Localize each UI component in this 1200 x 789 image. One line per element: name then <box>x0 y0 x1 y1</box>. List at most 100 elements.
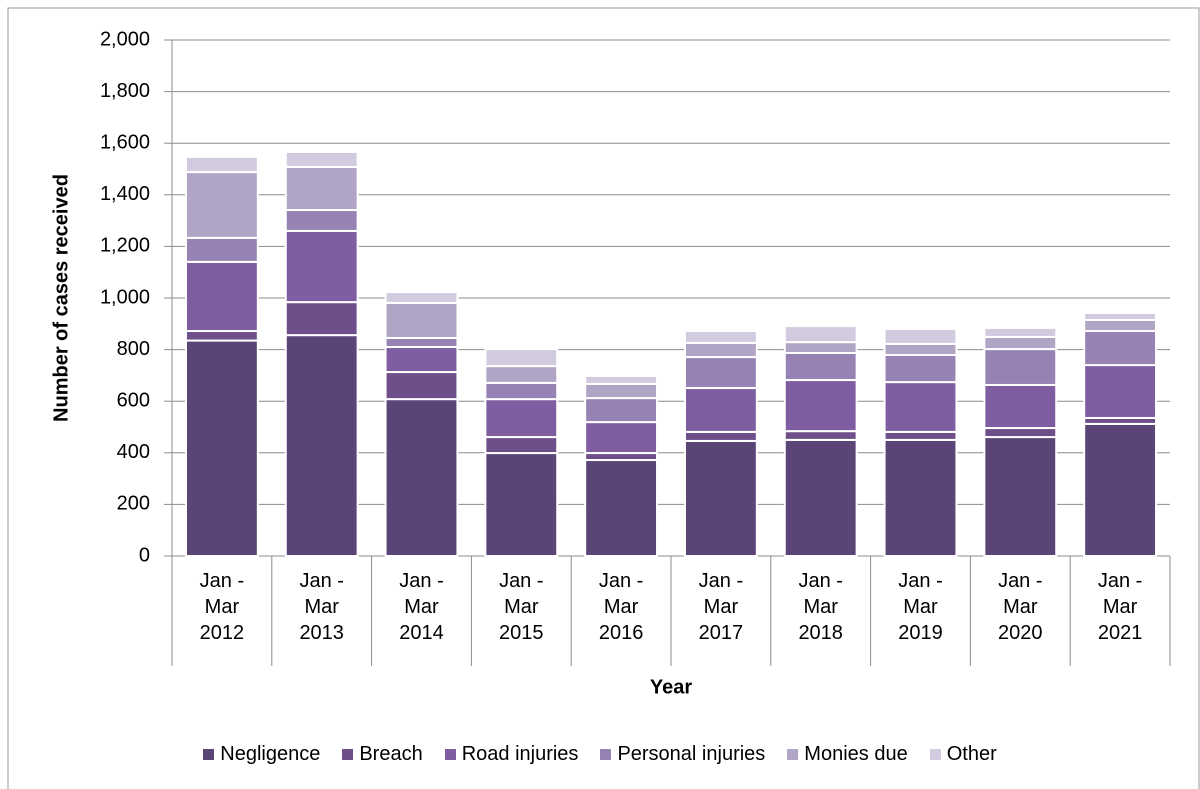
bar-segment <box>983 436 1058 558</box>
bar-segment <box>983 383 1058 430</box>
bar-segment <box>284 301 359 337</box>
legend-swatch <box>203 749 215 760</box>
bar-segment <box>683 341 758 359</box>
x-tick-label: Jan - Mar 2015 <box>499 570 544 644</box>
bar-segment <box>584 421 659 455</box>
bar-segment <box>983 427 1058 439</box>
bar-segment <box>1083 422 1158 557</box>
bar-segment <box>384 371 459 401</box>
x-tick-label: Jan - Mar 2021 <box>1097 570 1143 644</box>
y-tick-label: 2,000 <box>100 28 150 50</box>
x-tick-label: Jan - Mar 2012 <box>199 570 245 644</box>
bar-segment <box>184 236 259 263</box>
x-tick-label: Jan - Mar 2014 <box>399 570 444 644</box>
bar-segment <box>1083 330 1158 367</box>
bar-segment <box>484 436 559 455</box>
bar-segment <box>184 330 259 342</box>
bar-segment <box>284 229 359 304</box>
legend-item: Negligence <box>203 743 320 766</box>
bar-segment <box>883 354 958 384</box>
x-tick-label: Jan - Mar 2018 <box>798 570 843 644</box>
legend-swatch <box>444 749 456 760</box>
x-axis-label: Year <box>650 676 692 698</box>
y-tick-label: 1,400 <box>100 183 150 205</box>
bar-segment <box>683 439 758 558</box>
bar-segment <box>284 209 359 232</box>
bar-segment <box>783 325 858 344</box>
legend-label: Personal injuries <box>617 743 766 765</box>
chart-border <box>7 7 1200 789</box>
legend-swatch <box>600 749 612 760</box>
bar-segment <box>883 342 958 357</box>
y-tick-label: 200 <box>117 493 150 515</box>
x-tick-label: Jan - Mar 2016 <box>598 570 644 644</box>
bar-segment <box>184 155 259 174</box>
bar-segment <box>683 430 758 442</box>
y-axis-label: Number of cases received <box>50 174 72 422</box>
x-tick-label: Jan - Mar 2020 <box>998 570 1043 644</box>
y-tick-label: 1,200 <box>100 235 150 257</box>
bar-segment <box>883 381 958 433</box>
bar-segment <box>683 356 758 390</box>
y-tick-label: 400 <box>117 441 150 463</box>
legend-label: Negligence <box>220 743 321 765</box>
bar-segment <box>783 438 858 557</box>
legend-item: Personal injuries <box>600 743 765 766</box>
legend-label: Road injuries <box>461 743 579 765</box>
legend-item: Road injuries <box>444 743 579 766</box>
bar-segment <box>184 260 259 333</box>
bar-segment <box>584 382 659 400</box>
bar-segment <box>1083 311 1158 321</box>
bar-segment <box>384 301 459 339</box>
legend: Negligence Breach Road injuries Personal in… <box>0 743 1200 766</box>
bar-segment <box>484 452 559 558</box>
legend-swatch <box>342 749 354 760</box>
legend-item: Monies due <box>787 743 908 766</box>
bar-segment <box>584 397 659 424</box>
bar-segment <box>584 374 659 385</box>
bar-segment <box>983 348 1058 386</box>
bar-segment <box>384 336 459 349</box>
y-tick-label: 1,000 <box>100 286 150 308</box>
bar-segment <box>184 339 259 557</box>
bar-segment <box>783 341 858 354</box>
bar-segment <box>783 379 858 433</box>
bar-segment <box>883 430 958 441</box>
bar-segment <box>1083 318 1158 333</box>
bar-segment <box>284 165 359 212</box>
bar-segment <box>284 150 359 168</box>
legend-swatch <box>929 749 941 760</box>
legend-label: Monies due <box>804 743 908 765</box>
y-tick-label: 0 <box>139 544 150 566</box>
bar-segment <box>584 452 659 462</box>
bar-segment <box>584 459 659 557</box>
bar-segment <box>484 365 559 384</box>
y-tick-label: 1,800 <box>100 80 150 102</box>
legend-label: Breach <box>359 743 423 765</box>
bar-segment <box>484 381 559 401</box>
bar-segment <box>983 335 1058 351</box>
bar-segment <box>484 398 559 439</box>
bar-segment <box>883 438 958 557</box>
y-tick-label: 600 <box>117 389 150 411</box>
bar-segment <box>683 330 758 344</box>
legend-item: Breach <box>342 743 423 766</box>
bar-segment <box>783 351 858 382</box>
bar-segment <box>1083 364 1158 419</box>
bar-segment <box>184 171 259 239</box>
bar-segment <box>284 334 359 558</box>
legend-item: Other <box>929 743 997 766</box>
bar-segment <box>384 398 459 557</box>
x-tick-label: Jan - Mar 2019 <box>898 570 943 644</box>
legend-swatch <box>787 749 799 760</box>
bar-segment <box>484 348 559 368</box>
x-tick-label: Jan - Mar 2017 <box>698 570 744 644</box>
y-tick-label: 800 <box>117 338 150 360</box>
bar-segment <box>883 327 958 345</box>
x-tick-label: Jan - Mar 2013 <box>299 570 344 644</box>
bar-segment <box>983 326 1058 338</box>
bar-segment <box>384 291 459 304</box>
y-tick-label: 1,600 <box>100 131 150 153</box>
